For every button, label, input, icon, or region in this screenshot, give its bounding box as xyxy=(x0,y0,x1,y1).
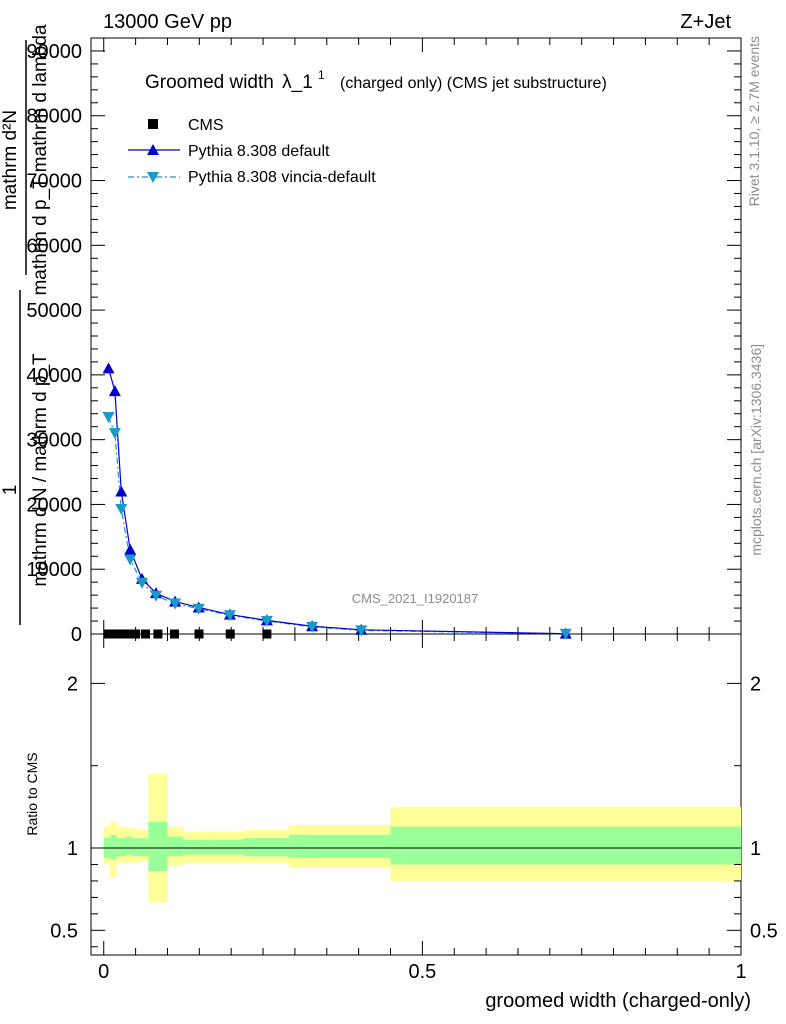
series-line-default xyxy=(107,368,566,635)
process-label: Z+Jet xyxy=(680,11,731,33)
point-default xyxy=(124,543,137,555)
point-cms xyxy=(116,629,126,639)
main-y-tick-label: 50000 xyxy=(26,300,82,322)
legend-title-symbol: λ_1 xyxy=(282,72,313,93)
ratio-y-axis-ticks: 0.5 0.5 1 1 2 2 xyxy=(50,673,778,948)
ratio-x-tick-label: 0.5 xyxy=(408,961,436,983)
ratio-band-inner-2 xyxy=(116,838,127,857)
ratio-band-inner-11 xyxy=(288,834,391,858)
ratio-y-tick-label-right: 0.5 xyxy=(750,920,778,942)
ratio-y-tick-label-right: 1 xyxy=(750,838,761,860)
point-cms xyxy=(140,629,150,639)
ratio-band-inner-1 xyxy=(110,834,117,860)
ratio-bands xyxy=(103,773,741,903)
ratio-panel-frame xyxy=(90,633,742,956)
ratio-band-inner-3 xyxy=(126,836,133,855)
main-y-axis-ticks: 0 10000 20000 30000 40000 50000 60000 70000 8000… xyxy=(26,37,741,646)
main-y-tick-label: 10000 xyxy=(26,559,82,581)
ratio-band-inner-10 xyxy=(243,838,289,857)
ylabel-numerator-2: mathrm d p_T mathrm d lambda xyxy=(30,24,51,295)
ratio-x-tick-label: 1 xyxy=(735,961,746,983)
point-cms xyxy=(169,629,179,639)
point-vincia xyxy=(108,428,121,440)
point-cms xyxy=(194,629,204,639)
ratio-band-inner-9 xyxy=(215,839,244,855)
main-y-tick-label: 40000 xyxy=(26,365,82,387)
legend-marker-default xyxy=(147,144,159,155)
point-cms xyxy=(225,629,235,639)
point-cms xyxy=(262,629,272,639)
legend-label-vincia: Pythia 8.308 vincia-default xyxy=(188,169,376,186)
legend-title-main: Groomed width xyxy=(145,72,274,93)
point-vincia xyxy=(192,603,205,615)
analysis-id: CMS_2021_I1920187 xyxy=(352,591,479,606)
ratio-band-inner-12 xyxy=(390,826,741,865)
ratio-band-inner-7 xyxy=(167,836,184,857)
legend-marker-vincia xyxy=(147,172,159,183)
legend: Groomed width λ_1 1 (charged only) (CMS … xyxy=(128,63,607,186)
main-y-tick-label: 30000 xyxy=(26,430,82,452)
main-y-tick-label: 60000 xyxy=(26,235,82,257)
ratio-band-inner-6 xyxy=(148,821,168,872)
mcplots-label: mcplots.cern.ch [arXiv:1306.3436] xyxy=(748,344,764,556)
ratio-y-tick-label-left: 1 xyxy=(67,838,78,860)
ylabel-denominator: mathrm d N / mathrm d p_T xyxy=(30,353,51,587)
point-vincia xyxy=(150,590,162,602)
point-vincia xyxy=(260,616,273,628)
point-cms xyxy=(110,629,120,639)
point-cms xyxy=(104,629,114,639)
x-axis-label: groomed width (charged-only) xyxy=(485,990,751,1012)
ratio-y-tick-label-left: 0.5 xyxy=(50,920,78,942)
ratio-band-inner-4 xyxy=(132,838,139,857)
point-vincia xyxy=(306,621,319,633)
ratio-x-axis-ticks: 0 0.5 1 xyxy=(98,634,747,983)
ratio-y-tick-label-left: 2 xyxy=(67,673,78,695)
point-default xyxy=(102,362,115,374)
legend-marker-cms xyxy=(148,119,158,129)
main-y-tick-label: 70000 xyxy=(26,171,82,193)
legend-title-rest: (charged only) (CMS jet substructure) xyxy=(340,75,607,92)
main-y-tick-label: 0 xyxy=(71,624,82,646)
ratio-y-axis-label: Ratio to CMS xyxy=(24,752,40,835)
rivet-version-label: Rivet 3.1.10, ≥ 2.7M events xyxy=(746,36,762,206)
legend-title-sup: 1 xyxy=(318,68,325,82)
point-vincia xyxy=(223,610,236,622)
point-default xyxy=(108,385,121,397)
legend-title: Groomed width λ_1 1 (charged only) (CMS … xyxy=(145,63,607,93)
point-vincia xyxy=(169,598,182,610)
legend-label-default: Pythia 8.308 default xyxy=(188,143,330,160)
main-y-tick-label: 80000 xyxy=(26,106,82,128)
main-y-tick-label: 90000 xyxy=(26,41,82,63)
point-cms xyxy=(153,629,163,639)
series-layer xyxy=(102,362,572,640)
ratio-y-tick-label-right: 2 xyxy=(750,673,761,695)
main-y-tick-label: 20000 xyxy=(26,494,82,516)
point-vincia xyxy=(124,554,137,566)
ylabel-one: 1 xyxy=(0,485,21,496)
point-cms xyxy=(131,629,141,639)
point-vincia xyxy=(559,628,572,640)
point-vincia xyxy=(355,625,368,637)
ratio-x-tick-label: 0 xyxy=(98,961,109,983)
ylabel-numerator-1: mathrm d²N xyxy=(0,110,21,210)
energy-label: 13000 GeV pp xyxy=(103,11,232,33)
ratio-band-inner-5 xyxy=(138,838,149,857)
ratio-band-inner-8 xyxy=(183,839,216,855)
point-default xyxy=(115,485,128,497)
legend-label-cms: CMS xyxy=(188,117,224,134)
point-vincia xyxy=(102,411,115,423)
main-y-axis-label: mathrm d²N mathrm d p_T mathrm d lambda … xyxy=(0,24,51,625)
point-vincia xyxy=(115,503,128,515)
point-vincia xyxy=(135,577,148,589)
point-cms xyxy=(123,629,133,639)
